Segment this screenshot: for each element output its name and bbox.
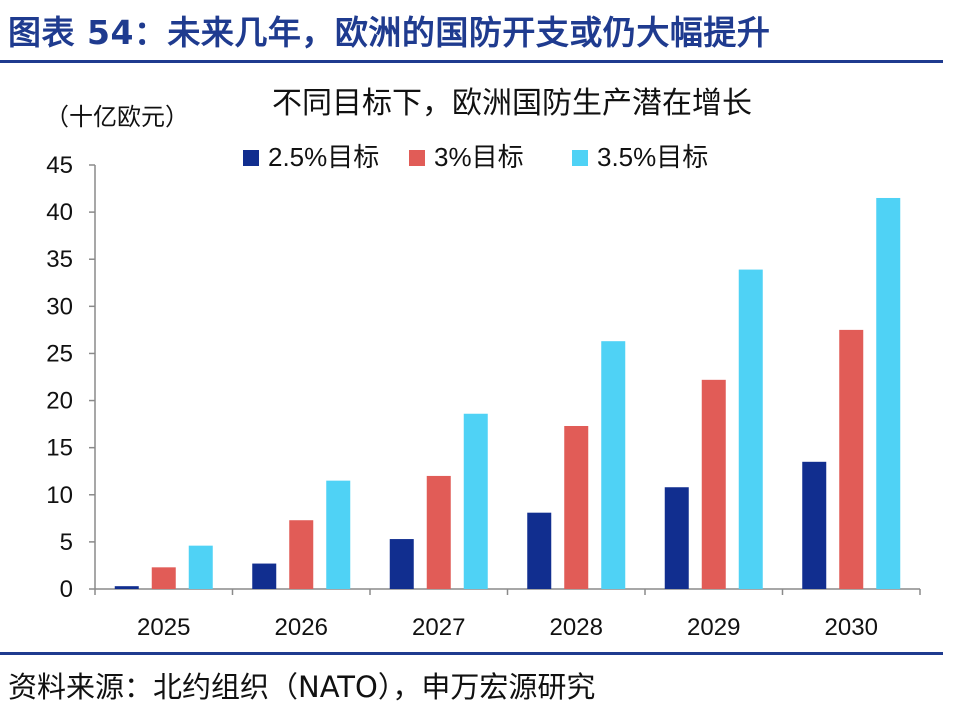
legend-swatch-1 [243,150,259,166]
bars [114,197,901,589]
bar-2026-series-2 [289,520,314,589]
y-tick-label: 35 [46,246,73,273]
legend-label-3: 3.5%目标 [597,142,708,172]
y-tick-label: 30 [46,293,73,320]
bar-2028-series-3 [601,341,626,589]
legend-label-2: 3%目标 [434,142,524,172]
x-axis: 2025 2026 2027 2028 2029 2030 [94,588,921,641]
y-axis: 0 5 10 15 20 25 30 35 40 45 [46,152,96,603]
bar-2026-series-3 [326,480,351,589]
x-tick-label: 2026 [275,614,328,641]
y-tick-label: 25 [46,340,73,367]
bar-2026-series-1 [252,563,277,589]
bar-2030-series-1 [802,461,827,589]
chart-title: 不同目标下，欧洲国防生产潜在增长 [272,87,752,120]
y-tick-label: 40 [46,199,73,226]
bar-2025-series-2 [151,567,176,589]
bar-2030-series-3 [876,197,901,589]
x-tick-label: 2027 [412,614,465,641]
legend-label-1: 2.5%目标 [268,142,379,172]
bar-2028-series-1 [527,512,552,589]
bar-2027-series-1 [389,539,414,589]
y-tick-label: 45 [46,152,73,179]
y-tick-label: 20 [46,388,73,415]
bar-2029-series-1 [664,487,689,589]
y-tick-label: 15 [46,435,73,462]
y-tick-label: 0 [60,576,73,603]
legend-swatch-2 [409,150,425,166]
legend-swatch-3 [572,150,588,166]
x-tick-label: 2028 [550,614,603,641]
x-tick-label: 2025 [137,614,190,641]
figure-title: 图表 54：未来几年，欧洲的国防开支或仍大幅提升 [8,13,771,52]
legend: 2.5%目标 3%目标 3.5%目标 [243,142,708,172]
x-tick-label: 2029 [687,614,740,641]
bar-2028-series-2 [564,425,589,589]
bar-2025-series-3 [188,545,213,589]
y-tick-label: 10 [46,482,73,509]
bar-2027-series-3 [463,413,488,589]
footer-divider [0,652,943,655]
source-note: 资料来源：北约组织（NATO），申万宏源研究 [8,670,596,704]
y-tick-label: 5 [60,529,73,556]
header-divider [0,60,943,63]
bar-2029-series-2 [701,379,726,589]
y-axis-unit-label: （十亿欧元） [45,104,189,131]
bar-2029-series-3 [738,269,763,589]
bar-2027-series-2 [426,475,451,589]
bar-2025-series-1 [114,586,139,589]
x-tick-label: 2030 [825,614,878,641]
bar-2030-series-2 [839,329,864,589]
